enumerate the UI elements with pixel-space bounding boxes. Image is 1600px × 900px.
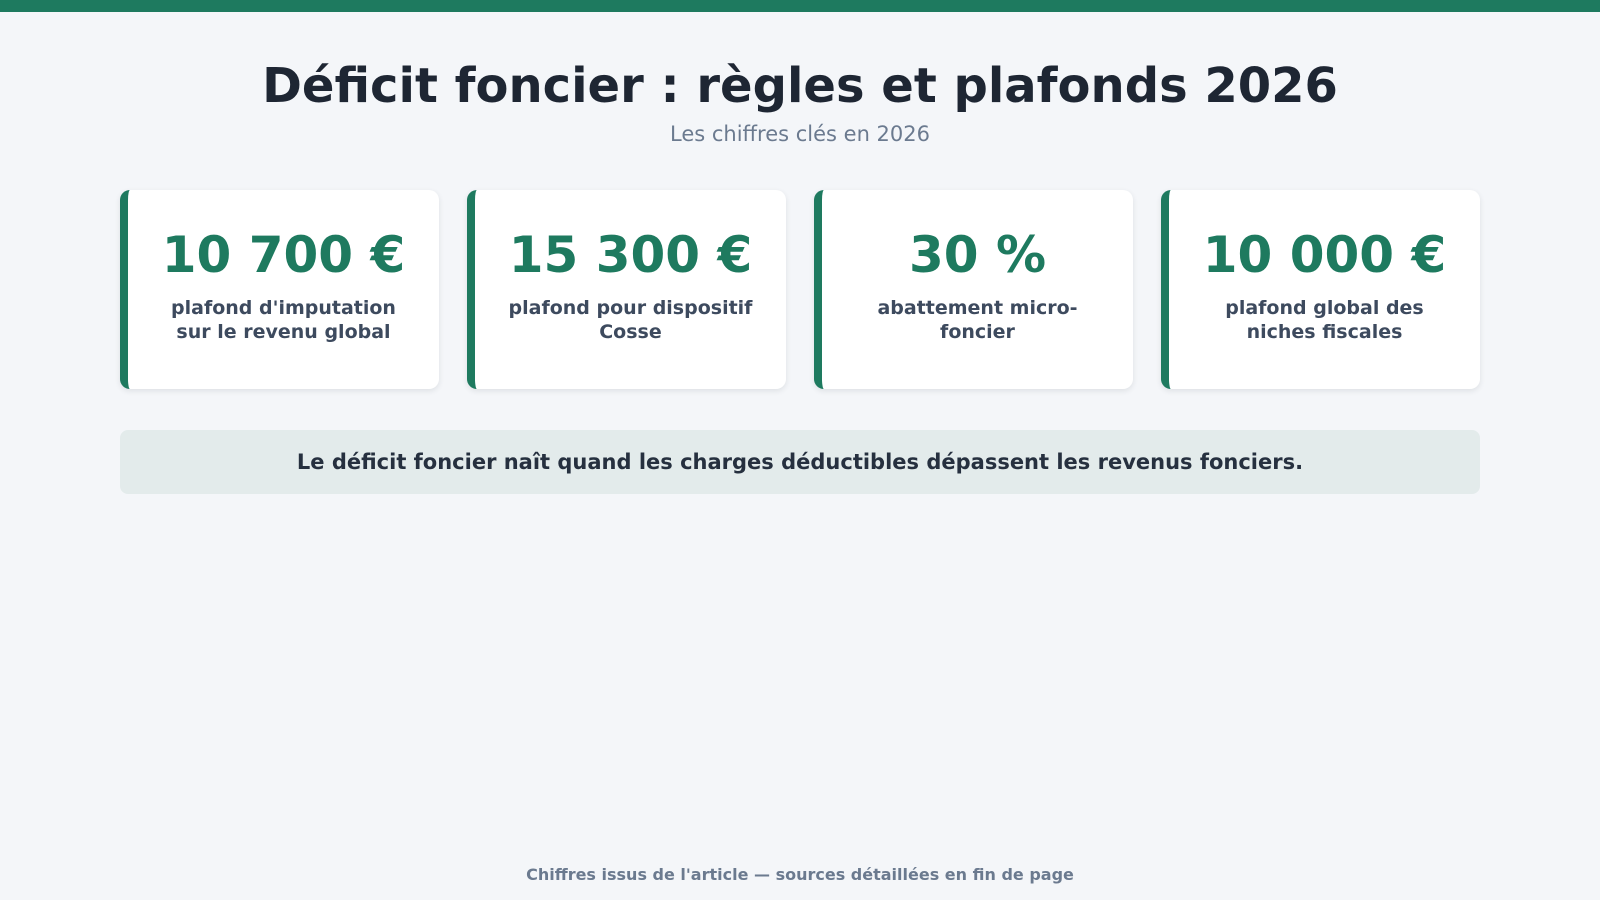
footer-note: Chiffres issus de l'article — sources dé… xyxy=(526,865,1074,884)
stat-value: 10 000 € xyxy=(1202,226,1447,284)
stat-value: 15 300 € xyxy=(508,226,753,284)
top-accent-bar xyxy=(0,0,1600,12)
definition-note: Le déficit foncier naît quand les charge… xyxy=(120,430,1480,494)
stat-card-niches-fiscales: 10 000 € plafond global des niches fisca… xyxy=(1161,190,1480,389)
stat-card-cosse: 15 300 € plafond pour dispositif Cosse xyxy=(467,190,786,389)
page-subtitle: Les chiffres clés en 2026 xyxy=(670,122,930,146)
stat-card-micro-foncier: 30 % abattement micro-foncier xyxy=(814,190,1133,389)
stat-value: 10 700 € xyxy=(161,226,406,284)
stat-card-imputation: 10 700 € plafond d'imputation sur le rev… xyxy=(120,190,439,389)
page-title: Déficit foncier : règles et plafonds 202… xyxy=(262,58,1338,114)
stat-label: abattement micro-foncier xyxy=(877,297,1078,343)
stat-label: plafond d'imputation sur le revenu globa… xyxy=(171,297,396,343)
stat-value: 30 % xyxy=(908,226,1047,284)
stats-row: 10 700 € plafond d'imputation sur le rev… xyxy=(120,190,1480,389)
stat-label: plafond global des niches fiscales xyxy=(1225,297,1424,343)
stat-label: plafond pour dispositif Cosse xyxy=(508,297,753,343)
